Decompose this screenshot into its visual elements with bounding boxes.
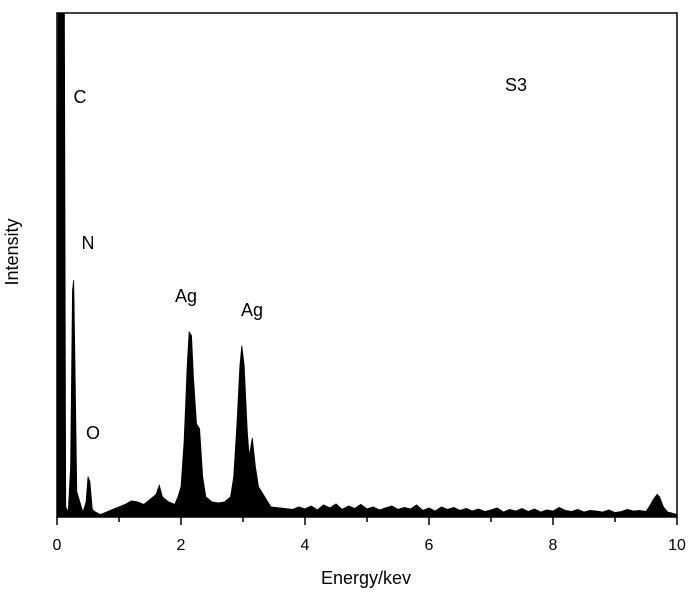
peak-label-n: N: [82, 233, 95, 253]
x-tick-label: 0: [53, 537, 62, 554]
x-tick-label: 10: [668, 537, 686, 554]
sample-label: S3: [505, 75, 527, 95]
x-tick-label: 6: [425, 537, 434, 554]
y-axis-label: Intensity: [2, 218, 22, 285]
x-tick-label: 8: [549, 537, 558, 554]
x-axis-label: Energy/kev: [321, 568, 411, 588]
peak-label-o: O: [86, 423, 100, 443]
x-tick-label: 4: [301, 537, 310, 554]
peak-label-c: C: [74, 87, 87, 107]
spectrum-area-0: [57, 13, 677, 517]
plot-frame: [56, 12, 678, 518]
x-tick-label: 2: [177, 537, 186, 554]
peak-label-ag: Ag: [175, 286, 197, 306]
peak-label-ag: Ag: [241, 300, 263, 320]
